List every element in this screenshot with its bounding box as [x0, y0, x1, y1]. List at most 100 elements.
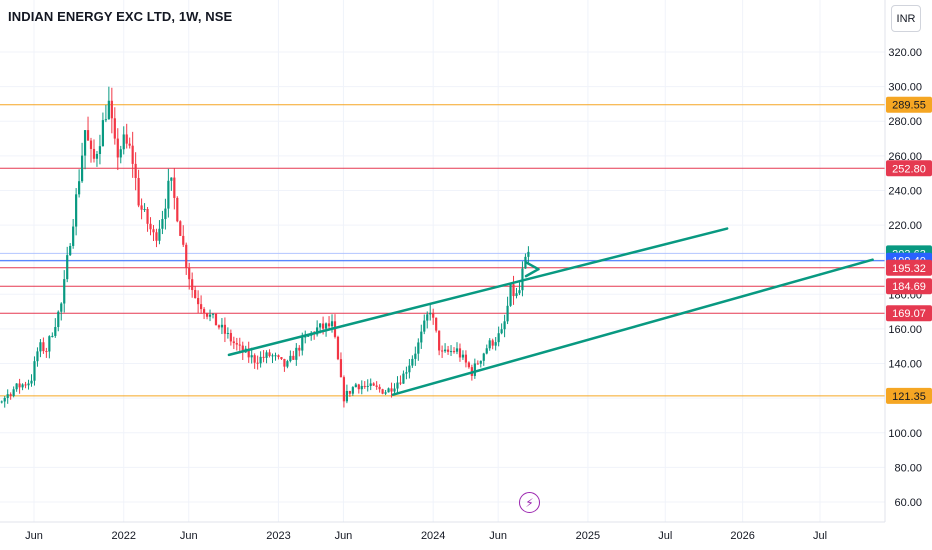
candle-body [515, 293, 518, 297]
time-tick-label: 2026 [730, 530, 754, 542]
candle-body [191, 279, 194, 291]
time-tick-label: 2022 [111, 530, 135, 542]
price-axis[interactable]: 60.0080.00100.00120.00140.00160.00180.00… [888, 47, 922, 509]
time-tick-label: 2025 [576, 530, 600, 542]
candle-body [327, 323, 331, 327]
level-label: 289.55 [892, 100, 926, 112]
candle-body [455, 348, 459, 352]
candle-body [503, 321, 506, 330]
candle-body [500, 329, 503, 334]
candle-body [86, 130, 90, 141]
time-tick-label: Jul [658, 530, 672, 542]
candle-body [146, 208, 149, 224]
candle-body [354, 384, 357, 388]
candle-body [176, 197, 179, 222]
time-tick-label: 2023 [266, 530, 290, 542]
candle-body [98, 146, 102, 154]
price-tick-label: 260.00 [888, 151, 922, 163]
candle-body [220, 324, 224, 328]
candle-body [173, 177, 176, 198]
candle-body [54, 327, 57, 336]
candle-body [60, 303, 63, 312]
price-tick-label: 80.00 [894, 462, 922, 474]
candle-body [527, 251, 530, 257]
candle-body [200, 304, 203, 310]
candle-body [399, 382, 402, 384]
candle-body [351, 387, 354, 394]
candle-body [423, 320, 426, 332]
candle-body [336, 336, 340, 360]
candle-body [3, 397, 6, 402]
candle-body [119, 149, 122, 158]
trend-line [524, 261, 540, 271]
level-label: 252.80 [892, 163, 926, 175]
candle-body [414, 353, 417, 359]
candle-body [289, 355, 292, 362]
price-tick-label: 140.00 [888, 359, 922, 371]
time-axis[interactable]: Jun 2022 Jun 2023 Jun 2024 Jun 2025 Jul 2026 Jul [25, 530, 827, 542]
lightning-icon[interactable]: ⚡ [519, 492, 540, 513]
candle-body [92, 148, 96, 159]
trend-line [391, 258, 874, 396]
candle-body [363, 385, 366, 387]
candle-body [494, 342, 497, 346]
candle-body [0, 401, 3, 403]
candle-body [9, 394, 12, 396]
candle-body [104, 119, 107, 121]
price-tick-label: 160.00 [888, 324, 922, 336]
candle-body [33, 361, 36, 381]
time-tick-label: 2024 [421, 530, 445, 542]
time-tick-label: Jun [180, 530, 198, 542]
candle-body [452, 351, 456, 353]
candle-body [75, 194, 78, 227]
candle-body [301, 337, 304, 351]
candle-body [307, 335, 310, 337]
candle-body [316, 327, 319, 335]
candlesticks [0, 86, 530, 408]
candle-body [479, 360, 482, 364]
candle-body [268, 352, 271, 356]
candle-body [432, 312, 435, 318]
candle-body [116, 138, 119, 158]
candle-body [214, 313, 218, 326]
candle-body [217, 325, 221, 328]
candle-body [125, 134, 128, 144]
candle-body [384, 392, 387, 394]
price-tick-label: 100.00 [888, 428, 922, 440]
candle-body [396, 382, 399, 389]
candle-body [518, 290, 521, 294]
candle-body [149, 223, 152, 230]
candle-body [21, 384, 24, 388]
candle-body [438, 330, 441, 351]
candle-body [241, 345, 244, 353]
candle-body [89, 140, 93, 149]
candle-body [366, 385, 369, 387]
candle-body [161, 219, 164, 229]
currency-button[interactable]: INR [891, 5, 921, 32]
candle-body [179, 221, 182, 236]
candle-body [57, 311, 60, 328]
candle-body [393, 388, 396, 392]
candle-body [78, 181, 81, 195]
candle-body [265, 352, 268, 358]
candle-body [488, 340, 491, 349]
candle-body [321, 323, 325, 329]
candle-body [408, 365, 411, 373]
price-tick-label: 220.00 [888, 220, 922, 232]
candle-body [324, 323, 328, 329]
candle-body [259, 356, 262, 364]
candle-body [42, 342, 45, 352]
candle-body [402, 373, 405, 384]
level-label: 121.35 [892, 391, 926, 403]
candle-body [253, 355, 256, 363]
candle-body [256, 362, 259, 364]
time-tick-label: Jul [813, 530, 827, 542]
time-tick-label: Jun [335, 530, 353, 542]
horizontal-levels [0, 104, 885, 397]
candle-body [506, 305, 509, 322]
candle-body [283, 358, 286, 367]
candle-body [292, 355, 295, 360]
chart-title: INDIAN ENERGY EXC LTD, 1W, NSE [8, 9, 233, 24]
candle-body [113, 118, 116, 139]
